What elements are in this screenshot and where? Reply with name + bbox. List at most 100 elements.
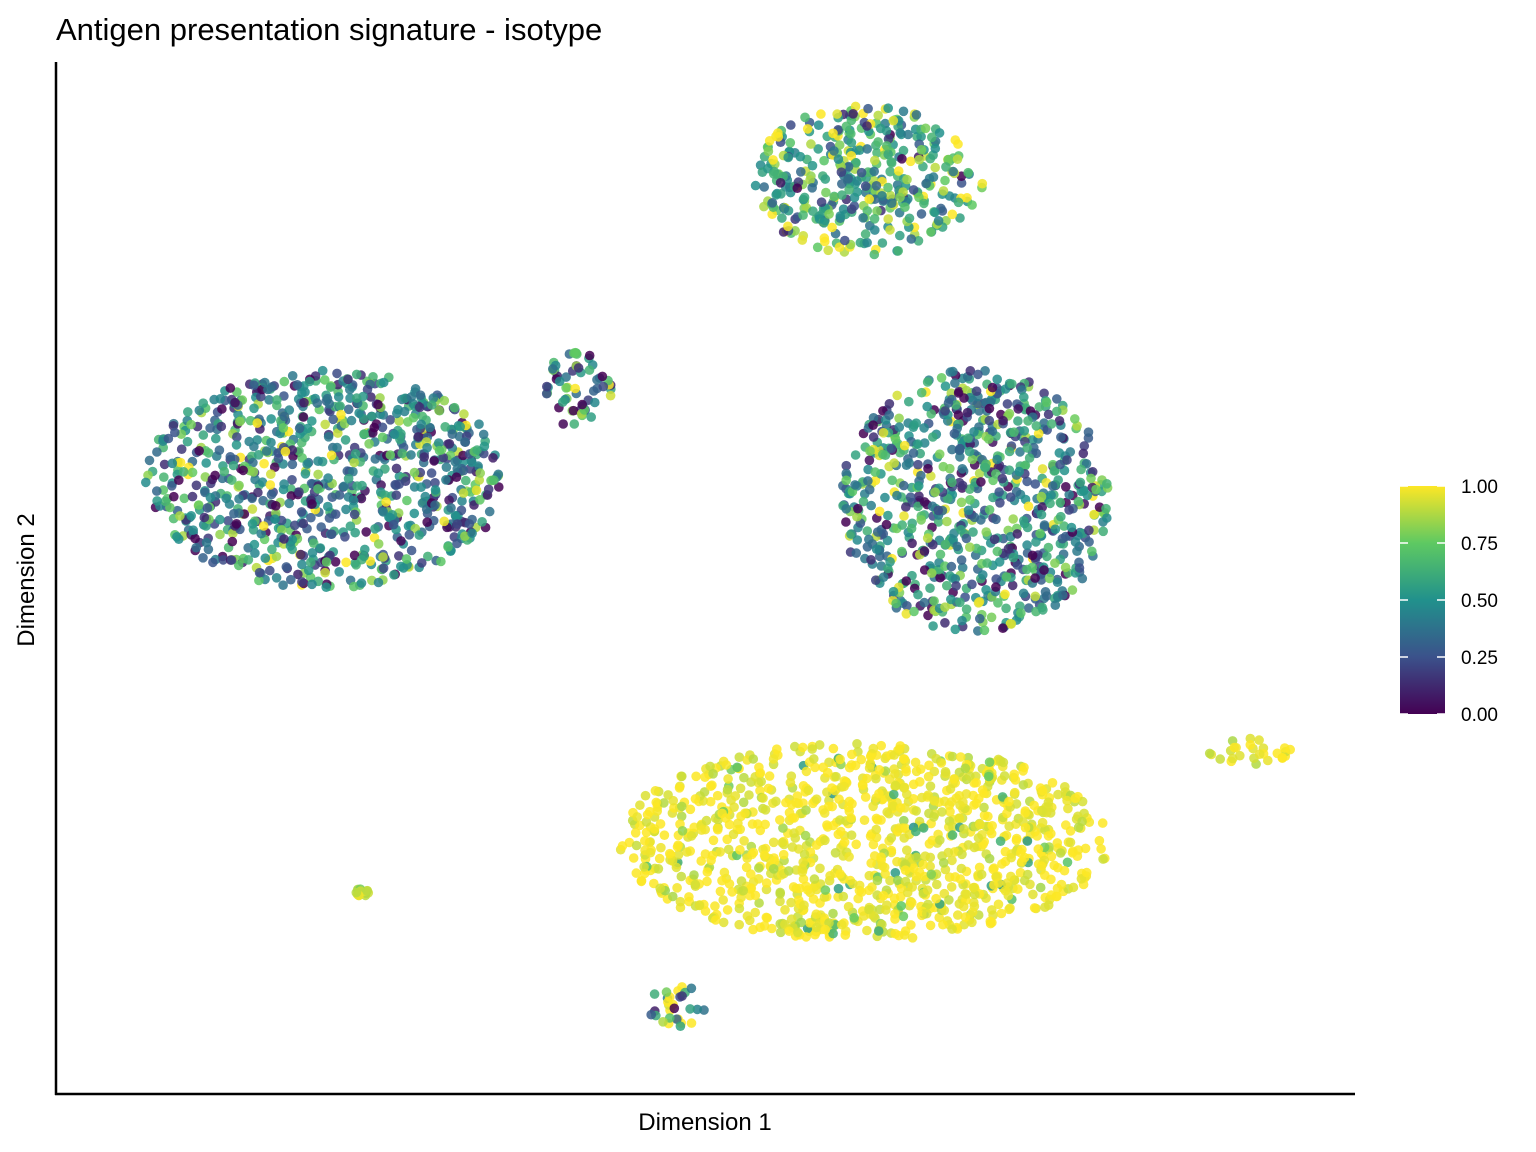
scatter-point bbox=[940, 602, 950, 612]
scatter-point bbox=[317, 365, 328, 376]
scatter-point bbox=[863, 103, 873, 114]
scatter-point bbox=[668, 795, 678, 806]
scatter-point bbox=[1009, 769, 1019, 780]
scatter-point bbox=[892, 390, 902, 401]
scatter-point bbox=[883, 182, 893, 193]
scatter-point bbox=[835, 754, 845, 765]
scatter-point bbox=[1056, 879, 1067, 890]
scatter-point bbox=[461, 475, 471, 486]
scatter-point bbox=[541, 388, 552, 399]
scatter-point bbox=[848, 878, 858, 889]
scatter-point bbox=[977, 178, 988, 189]
scatter-point bbox=[172, 532, 182, 542]
scatter-point bbox=[833, 883, 844, 894]
scatter-point bbox=[366, 392, 376, 402]
scatter-point bbox=[1004, 446, 1015, 457]
scatter-point bbox=[778, 849, 789, 860]
scatter-point bbox=[865, 831, 876, 841]
scatter-point bbox=[256, 528, 267, 539]
scatter-point bbox=[1004, 408, 1015, 419]
scatter-point bbox=[978, 570, 988, 580]
scatter-point bbox=[860, 792, 871, 802]
scatter-point bbox=[422, 442, 432, 453]
scatter-point bbox=[798, 874, 809, 884]
scatter-point bbox=[862, 121, 872, 131]
scatter-point bbox=[895, 892, 906, 902]
scatter-point bbox=[846, 151, 857, 161]
scatter-point bbox=[303, 565, 314, 576]
scatter-point bbox=[940, 618, 950, 628]
scatter-point bbox=[930, 207, 940, 218]
scatter-point bbox=[760, 805, 771, 815]
scatter-point bbox=[1040, 587, 1051, 597]
scatter-point bbox=[843, 161, 854, 172]
scatter-point bbox=[780, 905, 790, 915]
scatter-point bbox=[764, 771, 775, 781]
scatter-point bbox=[297, 577, 307, 587]
scatter-point bbox=[671, 862, 682, 873]
scatter-point bbox=[894, 422, 905, 432]
scatter-point bbox=[194, 405, 205, 416]
scatter-point bbox=[952, 154, 963, 164]
scatter-point bbox=[712, 790, 723, 801]
scatter-point bbox=[1038, 605, 1048, 615]
scatter-point bbox=[979, 625, 990, 636]
scatter-point bbox=[1052, 406, 1062, 417]
scatter-point bbox=[940, 406, 950, 416]
scatter-point bbox=[993, 878, 1004, 888]
scatter-point bbox=[869, 911, 879, 921]
scatter-point bbox=[259, 458, 269, 469]
scatter-point bbox=[1094, 835, 1105, 846]
scatter-point bbox=[899, 440, 910, 451]
scatter-point bbox=[404, 530, 415, 540]
scatter-point bbox=[254, 567, 265, 578]
scatter-point bbox=[313, 469, 323, 480]
scatter-point bbox=[479, 441, 490, 452]
scatter-point bbox=[860, 181, 871, 191]
scatter-point bbox=[199, 512, 210, 523]
scatter-point bbox=[870, 467, 880, 477]
scatter-point bbox=[824, 209, 834, 219]
scatter-point bbox=[816, 109, 826, 119]
scatter-point bbox=[1046, 419, 1057, 429]
scatter-point bbox=[755, 768, 766, 778]
scatter-point bbox=[922, 533, 933, 543]
scatter-point bbox=[775, 815, 785, 825]
scatter-point bbox=[888, 586, 899, 597]
scatter-point bbox=[336, 409, 346, 420]
scatter-point bbox=[1032, 831, 1042, 841]
scatter-point bbox=[768, 754, 779, 764]
scatter-point bbox=[381, 497, 391, 507]
scatter-point bbox=[426, 468, 437, 478]
scatter-point bbox=[1070, 414, 1080, 424]
scatter-point bbox=[820, 236, 830, 247]
scatter-point bbox=[838, 891, 849, 902]
scatter-point bbox=[300, 387, 310, 397]
scatter-point bbox=[927, 132, 937, 143]
scatter-point bbox=[417, 558, 427, 568]
scatter-point bbox=[807, 183, 817, 193]
scatter-point bbox=[427, 400, 437, 410]
scatter-point bbox=[349, 457, 360, 468]
scatter-point bbox=[1047, 778, 1058, 788]
scatter-point bbox=[373, 468, 384, 479]
scatter-point bbox=[160, 496, 171, 507]
scatter-point bbox=[858, 496, 869, 507]
scatter-point bbox=[255, 391, 266, 402]
scatter-point bbox=[682, 847, 692, 857]
scatter-point bbox=[443, 542, 453, 552]
scatter-point bbox=[866, 858, 876, 868]
scatter-point bbox=[370, 454, 381, 464]
scatter-point bbox=[899, 815, 909, 826]
scatter-point bbox=[385, 415, 396, 425]
scatter-point bbox=[1055, 848, 1066, 858]
scatter-point bbox=[904, 213, 915, 224]
scatter-point bbox=[761, 878, 772, 888]
scatter-point bbox=[356, 578, 367, 588]
scatter-point bbox=[768, 169, 779, 179]
scatter-point bbox=[271, 501, 281, 511]
scatter-point bbox=[960, 912, 971, 922]
scatter-point bbox=[1000, 846, 1011, 857]
scatter-point bbox=[891, 598, 901, 609]
scatter-point bbox=[938, 858, 949, 868]
